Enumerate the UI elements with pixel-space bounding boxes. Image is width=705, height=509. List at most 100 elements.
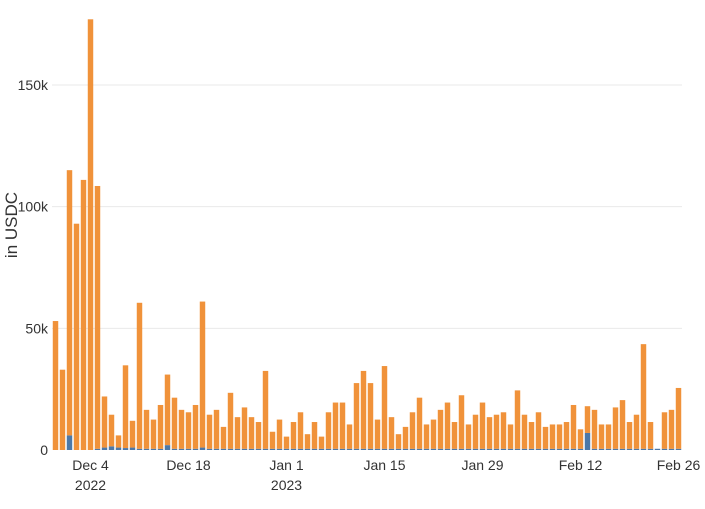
bar-orange[interactable] — [633, 414, 640, 449]
bar-blue[interactable] — [297, 448, 304, 450]
bar-blue[interactable] — [108, 446, 115, 450]
bar-orange[interactable] — [255, 422, 262, 449]
bar-orange[interactable] — [157, 404, 164, 449]
bar-orange[interactable] — [514, 390, 521, 449]
bar-blue[interactable] — [416, 448, 423, 450]
bar-orange[interactable] — [353, 383, 360, 449]
bar-orange[interactable] — [346, 424, 353, 449]
bar-orange[interactable] — [122, 365, 129, 449]
bar-orange[interactable] — [535, 412, 542, 449]
bar-orange[interactable] — [332, 402, 339, 449]
bar-blue[interactable] — [115, 447, 122, 450]
bar-blue[interactable] — [66, 435, 73, 450]
bar-blue[interactable] — [227, 448, 234, 450]
bar-orange[interactable] — [584, 406, 591, 433]
bar-orange[interactable] — [521, 414, 528, 449]
bar-orange[interactable] — [626, 422, 633, 449]
bar-orange[interactable] — [549, 424, 556, 449]
bar-blue[interactable] — [430, 448, 437, 450]
bar-orange[interactable] — [269, 431, 276, 449]
bar-blue[interactable] — [178, 448, 185, 450]
bar-blue[interactable] — [318, 448, 325, 450]
bar-blue[interactable] — [577, 448, 584, 450]
bar-blue[interactable] — [444, 448, 451, 450]
bar-orange[interactable] — [241, 407, 248, 449]
bar-blue[interactable] — [409, 448, 416, 450]
bar-orange[interactable] — [409, 412, 416, 449]
bar-blue[interactable] — [479, 448, 486, 450]
bar-blue[interactable] — [465, 448, 472, 450]
bar-blue[interactable] — [549, 448, 556, 450]
bar-blue[interactable] — [199, 447, 206, 450]
bar-blue[interactable] — [122, 448, 129, 450]
bar-blue[interactable] — [507, 448, 514, 450]
bar-blue[interactable] — [661, 448, 668, 450]
bar-orange[interactable] — [612, 407, 619, 449]
bar-orange[interactable] — [248, 417, 255, 449]
bar-blue[interactable] — [395, 448, 402, 450]
bar-blue[interactable] — [339, 448, 346, 450]
bar-blue[interactable] — [241, 448, 248, 450]
bar-blue[interactable] — [276, 448, 283, 450]
bar-blue[interactable] — [668, 448, 675, 450]
bar-blue[interactable] — [640, 448, 647, 450]
bar-blue[interactable] — [619, 448, 626, 450]
bar-blue[interactable] — [255, 448, 262, 450]
bar-blue[interactable] — [213, 448, 220, 450]
bar-blue[interactable] — [542, 448, 549, 450]
bar-blue[interactable] — [367, 448, 374, 450]
bar-blue[interactable] — [451, 448, 458, 450]
bar-orange[interactable] — [290, 422, 297, 449]
bar-blue[interactable] — [612, 448, 619, 450]
bar-orange[interactable] — [318, 436, 325, 449]
bar-blue[interactable] — [570, 448, 577, 450]
bar-orange[interactable] — [178, 409, 185, 449]
bar-blue[interactable] — [101, 447, 108, 450]
bar-blue[interactable] — [493, 448, 500, 450]
bar-blue[interactable] — [136, 448, 143, 450]
bar-orange[interactable] — [388, 417, 395, 449]
bar-blue[interactable] — [262, 448, 269, 450]
bar-blue[interactable] — [129, 447, 136, 450]
bar-orange[interactable] — [556, 424, 563, 449]
bar-orange[interactable] — [675, 387, 682, 449]
bar-orange[interactable] — [297, 412, 304, 449]
bar-blue[interactable] — [654, 448, 661, 450]
bar-blue[interactable] — [535, 448, 542, 450]
bar-orange[interactable] — [570, 404, 577, 449]
bar-orange[interactable] — [101, 396, 108, 448]
bar-orange[interactable] — [500, 412, 507, 449]
bar-blue[interactable] — [157, 448, 164, 450]
bar-orange[interactable] — [605, 424, 612, 449]
bar-blue[interactable] — [185, 448, 192, 450]
bar-orange[interactable] — [59, 369, 66, 450]
bar-orange[interactable] — [115, 435, 122, 448]
bar-blue[interactable] — [381, 448, 388, 450]
bar-orange[interactable] — [374, 419, 381, 449]
bar-blue[interactable] — [234, 448, 241, 450]
bar-blue[interactable] — [591, 448, 598, 450]
bar-orange[interactable] — [367, 383, 374, 449]
bar-orange[interactable] — [143, 409, 150, 449]
bar-orange[interactable] — [591, 409, 598, 449]
bar-orange[interactable] — [493, 414, 500, 449]
bar-blue[interactable] — [598, 448, 605, 450]
bar-orange[interactable] — [199, 301, 206, 448]
bar-orange[interactable] — [563, 422, 570, 449]
bar-orange[interactable] — [164, 374, 171, 446]
bar-orange[interactable] — [647, 422, 654, 449]
bar-blue[interactable] — [521, 448, 528, 450]
bar-blue[interactable] — [360, 448, 367, 450]
bar-orange[interactable] — [192, 404, 199, 449]
bar-orange[interactable] — [507, 424, 514, 449]
bar-orange[interactable] — [542, 426, 549, 449]
bar-orange[interactable] — [619, 400, 626, 449]
bar-blue[interactable] — [311, 448, 318, 450]
bar-orange[interactable] — [73, 223, 80, 450]
bar-orange[interactable] — [213, 409, 220, 449]
bar-orange[interactable] — [528, 422, 535, 449]
bar-blue[interactable] — [402, 448, 409, 450]
bar-orange[interactable] — [598, 424, 605, 449]
bar-blue[interactable] — [346, 448, 353, 450]
bar-orange[interactable] — [339, 402, 346, 449]
